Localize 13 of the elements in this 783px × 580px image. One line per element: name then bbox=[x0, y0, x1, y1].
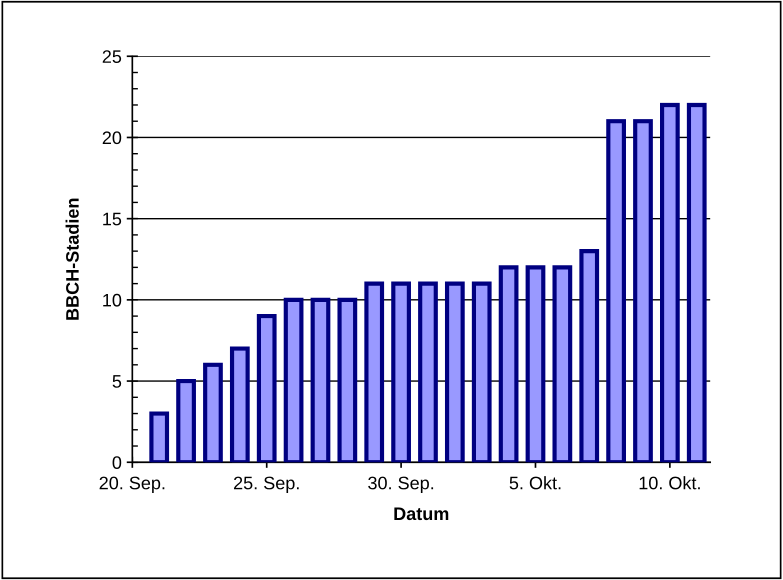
y-tick-label: 5 bbox=[112, 375, 122, 388]
x-tick-label: 25. Sep. bbox=[234, 476, 299, 493]
y-tick-label: 20 bbox=[102, 131, 122, 144]
y-tick-label: 10 bbox=[103, 294, 122, 307]
y-tick-label: 0 bbox=[112, 456, 122, 469]
y-tick-label: 15 bbox=[103, 212, 122, 226]
y-tick-label: 25 bbox=[102, 50, 122, 63]
x-tick-label: 5. Okt. bbox=[510, 476, 560, 490]
x-tick-label: 10. Okt. bbox=[640, 476, 700, 490]
y-axis-title: BBCH-Stadien bbox=[66, 198, 79, 320]
x-tick-label: 30. Sep. bbox=[368, 476, 434, 493]
x-axis-title: Datum bbox=[394, 508, 448, 520]
x-tick-label: 20. Sep. bbox=[100, 476, 164, 493]
